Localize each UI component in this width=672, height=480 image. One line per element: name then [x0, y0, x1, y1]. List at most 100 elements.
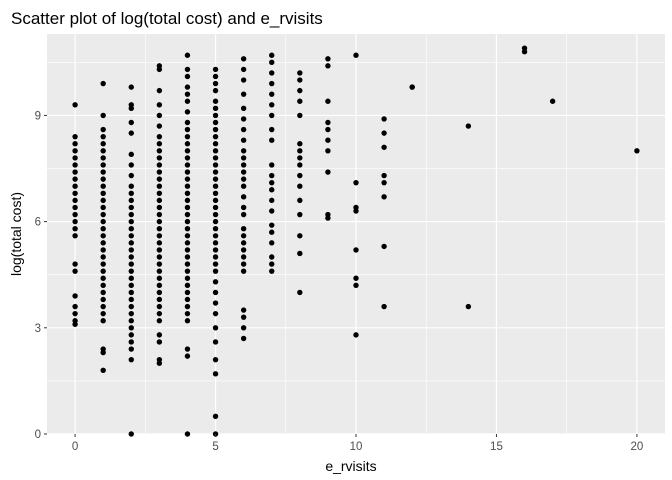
data-point — [128, 254, 134, 260]
x-tick-label: 5 — [212, 441, 218, 453]
data-point — [184, 98, 191, 104]
chart-title: Scatter plot of log(total cost) and e_rv… — [11, 9, 323, 28]
data-point — [72, 148, 78, 154]
data-point — [212, 162, 219, 168]
data-point — [184, 148, 191, 154]
data-point — [100, 112, 106, 119]
data-point — [72, 321, 78, 327]
data-point — [128, 84, 134, 90]
data-point — [240, 233, 247, 239]
data-point — [184, 119, 191, 126]
data-point — [72, 197, 78, 204]
data-point — [240, 137, 247, 143]
data-point — [72, 102, 78, 108]
data-point — [156, 254, 163, 260]
data-point — [184, 126, 191, 133]
data-point — [297, 98, 303, 104]
data-point — [72, 176, 78, 182]
y-axis-ticks: 0 3 6 9 — [35, 110, 47, 441]
data-point — [156, 225, 163, 232]
data-point — [212, 73, 219, 80]
data-point — [240, 254, 247, 260]
data-point — [212, 112, 219, 119]
data-point — [156, 268, 163, 274]
data-point — [128, 318, 134, 324]
data-point — [212, 310, 219, 317]
data-point — [240, 56, 247, 62]
data-point — [212, 371, 219, 377]
data-point — [184, 261, 191, 267]
data-point — [325, 215, 331, 221]
data-point — [240, 105, 247, 112]
data-point — [128, 356, 134, 363]
data-point — [128, 197, 134, 204]
data-point — [156, 218, 163, 225]
data-point — [269, 80, 275, 87]
data-point — [240, 176, 247, 182]
data-point — [100, 204, 106, 211]
data-point — [184, 353, 191, 359]
data-point — [353, 208, 359, 214]
data-point — [212, 254, 219, 260]
data-point — [269, 172, 275, 179]
data-point — [72, 218, 78, 225]
data-point — [72, 183, 78, 189]
data-point — [128, 183, 134, 189]
data-point — [156, 247, 163, 253]
data-point — [128, 211, 134, 218]
data-point — [184, 268, 191, 274]
x-tick-label: 0 — [72, 441, 78, 453]
data-point — [240, 335, 247, 342]
data-point — [269, 229, 275, 235]
data-point — [72, 261, 78, 267]
data-point — [128, 204, 134, 211]
data-point — [184, 91, 191, 97]
x-tick-label: 10 — [350, 441, 363, 453]
data-point — [325, 98, 331, 104]
data-point — [212, 148, 219, 154]
data-point — [100, 148, 106, 154]
data-point — [128, 261, 134, 267]
data-point — [240, 169, 247, 175]
y-tick-label: 9 — [35, 110, 41, 122]
data-point — [128, 190, 134, 196]
data-point — [100, 268, 106, 274]
data-point — [72, 310, 78, 317]
data-point — [297, 172, 303, 179]
data-point — [269, 91, 275, 97]
data-point — [269, 137, 275, 143]
data-point — [381, 243, 387, 250]
data-point — [128, 247, 134, 253]
data-point — [184, 190, 191, 196]
data-point — [212, 356, 219, 363]
data-point — [184, 282, 191, 289]
data-point — [184, 183, 191, 189]
data-point — [156, 123, 163, 129]
data-point — [100, 261, 106, 267]
y-tick-label: 6 — [35, 217, 41, 229]
data-point — [212, 119, 219, 126]
data-point — [212, 133, 219, 140]
data-point — [240, 325, 247, 331]
data-point — [100, 225, 106, 232]
data-point — [100, 282, 106, 289]
data-point — [184, 225, 191, 232]
data-points — [72, 45, 640, 437]
data-point — [269, 197, 275, 204]
data-point — [184, 162, 191, 168]
data-point — [156, 275, 163, 281]
data-point — [353, 52, 359, 58]
data-point — [297, 112, 303, 119]
data-point — [128, 172, 134, 179]
data-point — [156, 155, 163, 161]
data-point — [156, 318, 163, 324]
data-point — [212, 289, 219, 296]
data-point — [269, 112, 275, 119]
data-point — [128, 346, 134, 352]
data-point — [240, 211, 247, 218]
data-point — [269, 126, 275, 133]
data-point — [212, 190, 219, 196]
data-point — [184, 346, 191, 352]
data-point — [128, 289, 134, 296]
data-point — [100, 197, 106, 204]
